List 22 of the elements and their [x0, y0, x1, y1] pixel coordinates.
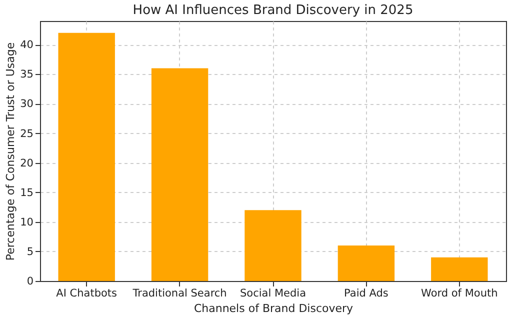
y-axis-title: Percentage of Consumer Trust or Usage — [4, 42, 18, 261]
x-tick-label: Word of Mouth — [421, 288, 498, 300]
y-tick-label: 25 — [20, 128, 34, 140]
bar — [244, 210, 302, 281]
x-tick-label: Social Media — [240, 288, 306, 300]
x-axis-title: Channels of Brand Discovery — [194, 302, 354, 315]
x-tick-label: Paid Ads — [344, 288, 388, 300]
y-tick-label: 10 — [20, 216, 34, 228]
y-tick-label: 5 — [26, 246, 34, 258]
y-tick-label: 30 — [20, 98, 34, 110]
bar — [151, 68, 208, 281]
y-tick-label: 15 — [20, 186, 34, 199]
x-tick-label: Traditional Search — [132, 288, 227, 300]
x-tick-label: AI Chatbots — [56, 288, 118, 300]
bar — [58, 32, 115, 281]
y-tick-label: 35 — [20, 68, 34, 81]
chart-title: How AI Influences Brand Discovery in 2025 — [132, 3, 414, 18]
y-tick-label: 0 — [26, 276, 34, 288]
y-tick-label: 40 — [20, 39, 34, 52]
y-tick-label: 20 — [20, 157, 34, 170]
bar — [338, 246, 395, 281]
bar — [431, 257, 488, 281]
